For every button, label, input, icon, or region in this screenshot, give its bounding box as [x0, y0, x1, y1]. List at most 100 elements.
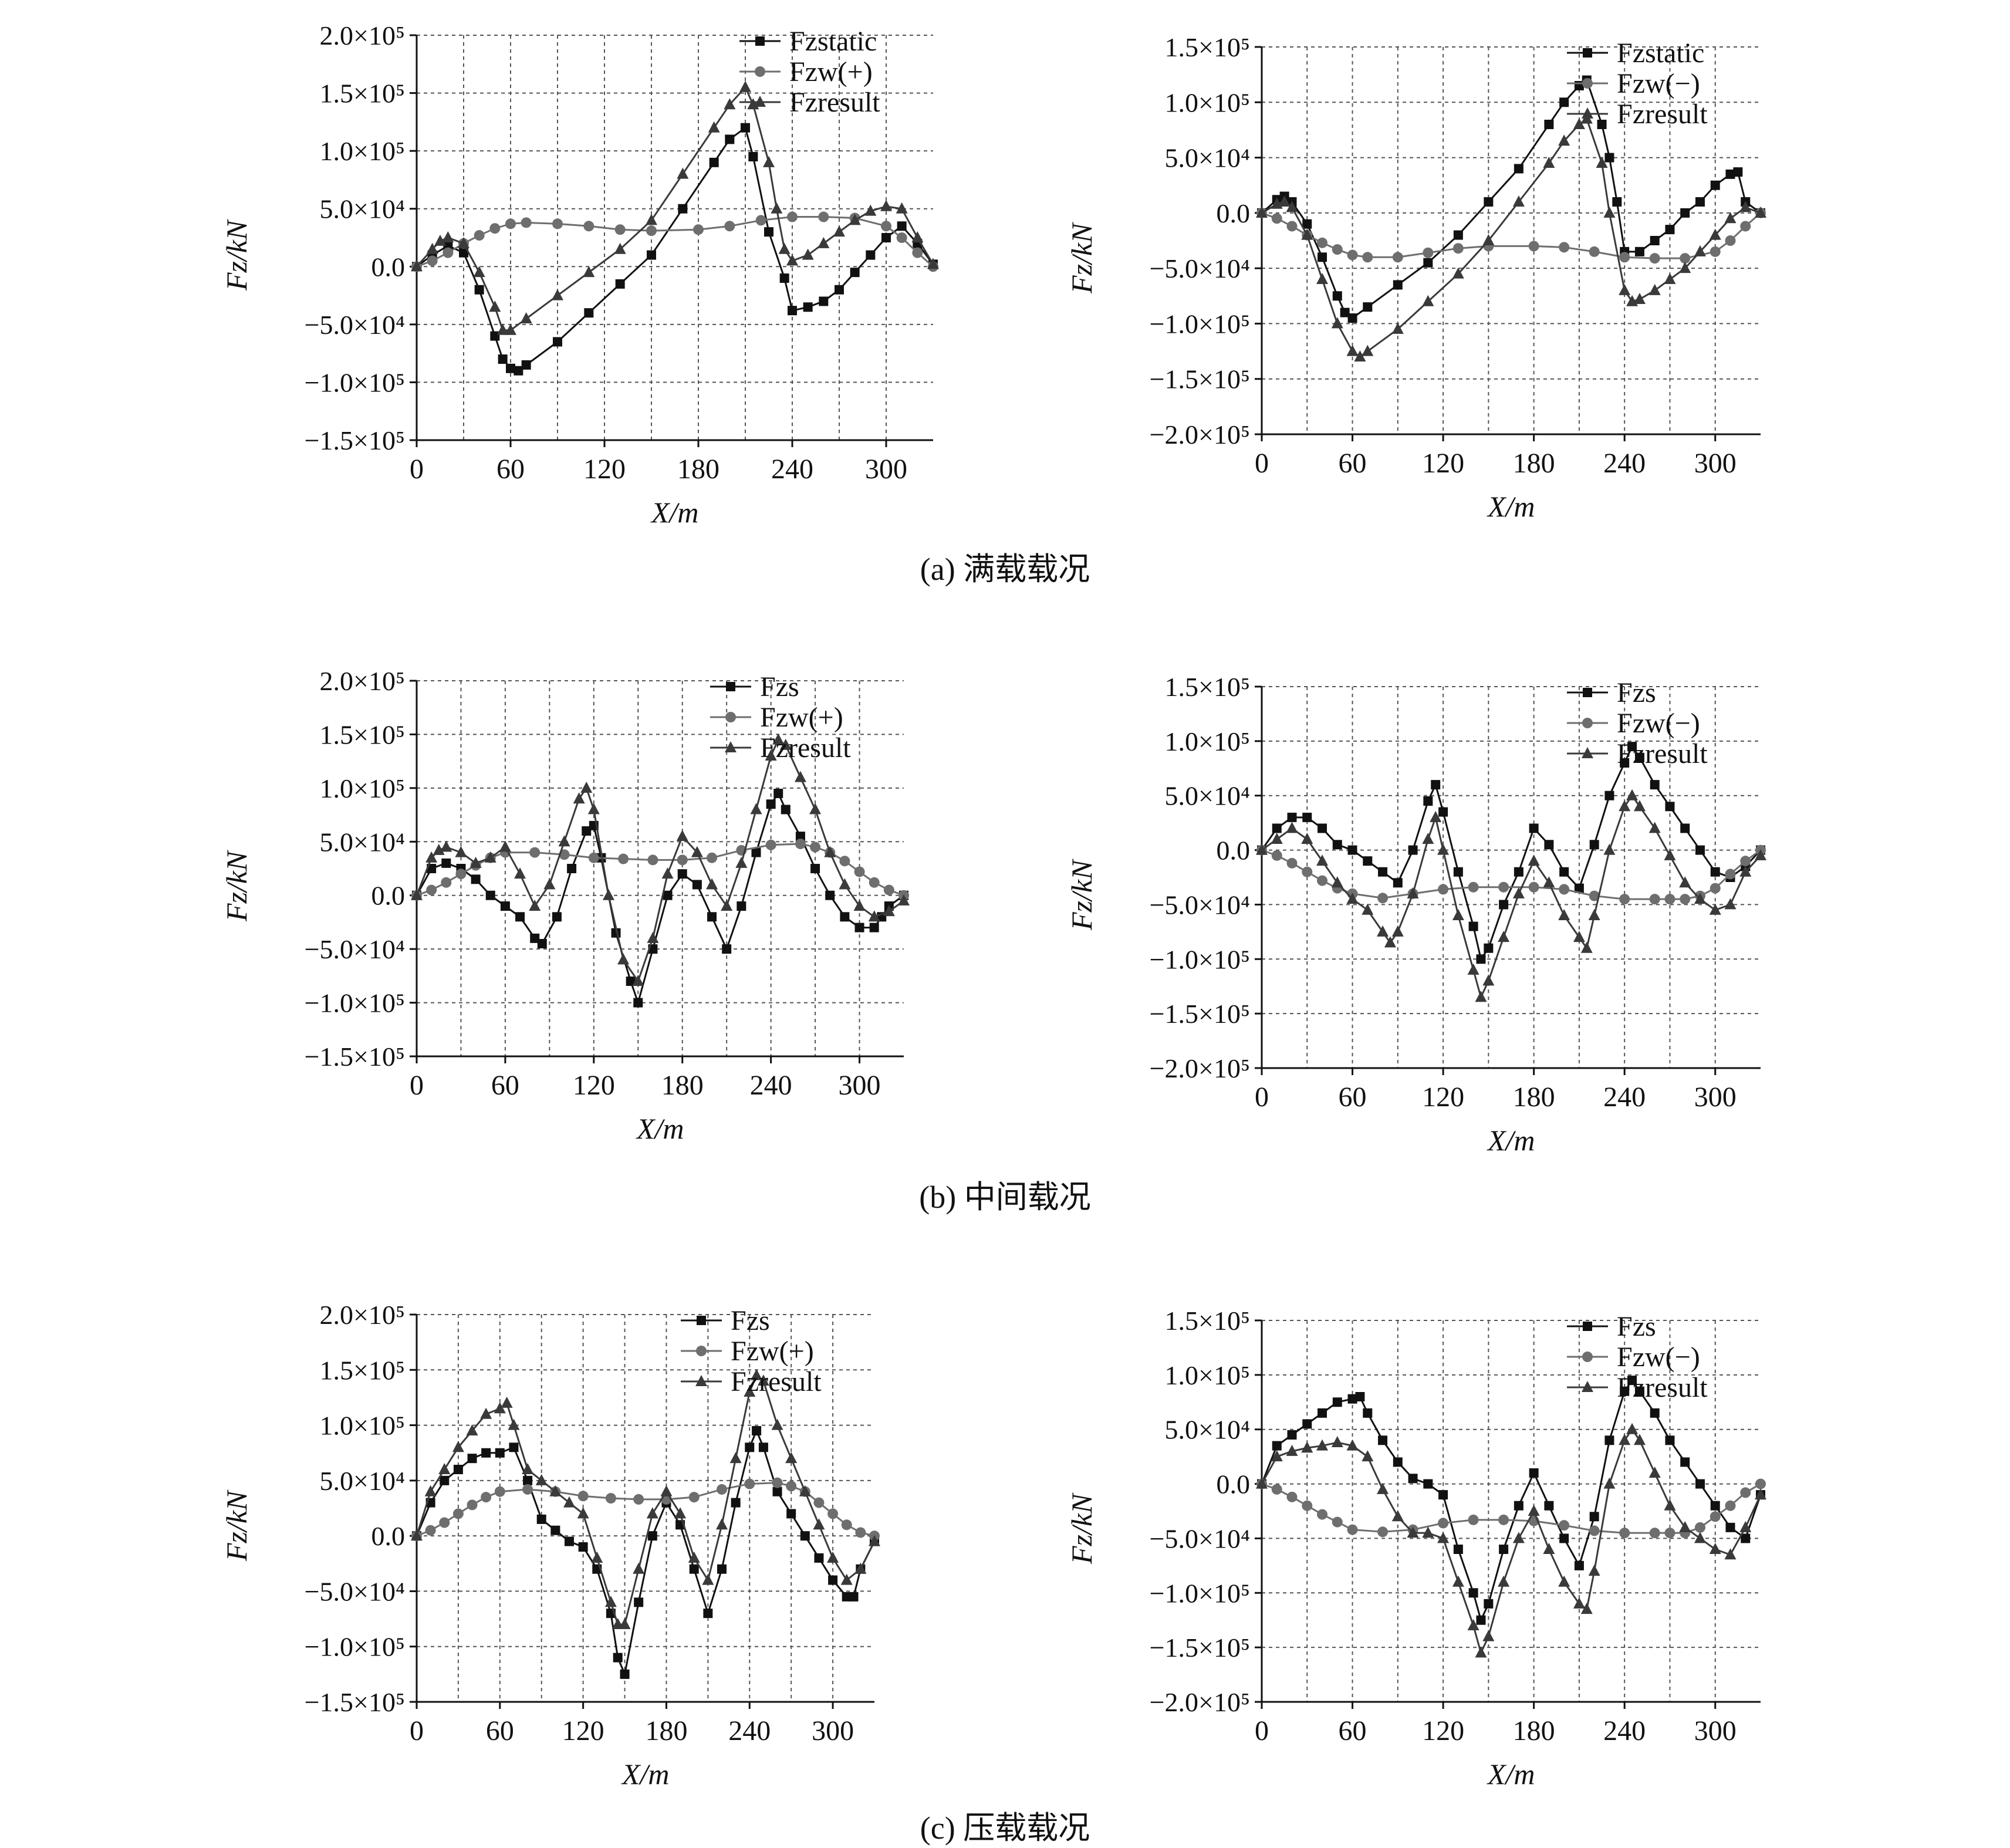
data-point: [567, 864, 577, 873]
y-tick-label: −1.0×10⁵: [305, 988, 405, 1018]
x-tick-label: 120: [1422, 1715, 1464, 1746]
y-tick-label: −5.0×10⁴: [1150, 890, 1250, 920]
data-point: [1271, 833, 1283, 844]
data-point: [1559, 242, 1570, 253]
data-point: [1679, 876, 1691, 888]
data-point: [530, 933, 540, 943]
data-point: [1468, 1588, 1478, 1598]
data-point: [578, 1542, 588, 1552]
data-point: [521, 360, 531, 370]
data-point: [758, 1442, 768, 1452]
data-point: [1709, 228, 1721, 240]
data-point: [1634, 246, 1644, 256]
legend-label: Fzstatic: [789, 26, 877, 57]
data-point: [809, 803, 822, 815]
y-tick-label: −1.0×10⁵: [305, 1632, 405, 1662]
y-tick-label: 2.0×10⁵: [320, 666, 405, 696]
x-tick-label: 120: [1422, 1082, 1464, 1113]
data-point: [473, 266, 485, 278]
data-point: [1741, 1533, 1751, 1543]
x-tick-label: 0: [410, 1070, 424, 1101]
data-point: [1528, 241, 1539, 252]
y-tick-label: 5.0×10⁴: [320, 827, 405, 857]
data-point: [535, 1474, 548, 1485]
y-tick-label: 2.0×10⁵: [320, 1300, 405, 1330]
data-point: [1347, 845, 1357, 855]
data-point: [1528, 881, 1539, 893]
y-tick-label: 5.0×10⁴: [1165, 143, 1250, 173]
data-point: [495, 1448, 505, 1458]
data-point: [709, 157, 719, 167]
data-point: [1332, 840, 1342, 850]
data-point: [722, 944, 732, 954]
legend-marker: [1582, 747, 1593, 758]
data-point: [688, 1492, 700, 1503]
data-point: [1695, 197, 1705, 207]
x-tick-label: 120: [573, 1070, 615, 1101]
data-point: [1286, 857, 1298, 869]
data-point: [1680, 208, 1690, 218]
data-point: [869, 923, 879, 933]
legend-label: Fzw(−): [1617, 68, 1700, 99]
x-tick-label: 120: [562, 1715, 604, 1746]
data-point: [752, 1426, 762, 1435]
x-tick-label: 60: [1339, 1082, 1367, 1113]
data-point: [1724, 1548, 1737, 1560]
data-point: [1346, 893, 1359, 904]
legend-label: Fzw(+): [789, 56, 873, 87]
data-point: [676, 830, 688, 842]
data-point: [1482, 234, 1495, 245]
data-point: [1468, 881, 1479, 893]
legend-marker: [1583, 1322, 1592, 1331]
data-point: [1512, 1532, 1525, 1543]
data-point: [508, 1418, 520, 1430]
data-point: [1512, 887, 1525, 898]
x-axis-label: X/m: [1487, 490, 1535, 523]
data-point: [721, 900, 733, 911]
data-point: [467, 1499, 478, 1511]
data-point: [810, 864, 820, 873]
data-point: [529, 847, 540, 858]
data-point: [839, 856, 850, 867]
data-point: [741, 123, 750, 133]
data-point: [442, 247, 454, 258]
data-point: [1627, 1376, 1637, 1386]
data-point: [434, 234, 446, 246]
data-point: [750, 803, 762, 815]
data-point: [632, 975, 644, 986]
data-point: [1573, 118, 1585, 129]
data-point: [485, 890, 495, 900]
data-point: [605, 1493, 616, 1504]
data-point: [795, 832, 805, 842]
data-point: [509, 1442, 519, 1452]
data-point: [1650, 780, 1660, 790]
legend-label: Fzresult: [731, 1366, 822, 1397]
data-point: [591, 1551, 603, 1563]
data-point: [1316, 1439, 1329, 1451]
data-point: [850, 268, 860, 278]
data-point: [735, 856, 748, 868]
data-point: [1694, 1532, 1706, 1543]
data-point: [626, 977, 636, 986]
y-tick-label: 0.0: [1217, 1469, 1251, 1499]
chart-b-right: 0 60 120 180 240 300 −2.0×10⁵ −1.5×10⁵ −1.0×10⁵ −…: [1065, 672, 1766, 1157]
x-tick-label: 300: [839, 1070, 881, 1101]
data-point: [1619, 1528, 1630, 1539]
data-point: [1620, 1386, 1630, 1396]
data-point: [912, 247, 923, 258]
data-point: [1603, 1477, 1616, 1489]
data-point: [795, 838, 806, 849]
data-point: [813, 1497, 825, 1508]
y-tick-label: −1.0×10⁵: [1150, 309, 1250, 339]
data-point: [1377, 1482, 1389, 1494]
series-Fzresult: [1256, 112, 1766, 362]
data-point: [1286, 1444, 1298, 1456]
data-point: [716, 1518, 728, 1530]
data-point: [1665, 802, 1675, 812]
data-point: [1529, 1468, 1539, 1478]
data-point: [442, 231, 454, 242]
data-point: [1710, 1501, 1720, 1511]
data-point: [1347, 249, 1358, 261]
data-point: [647, 1531, 657, 1541]
data-point: [1665, 1435, 1675, 1445]
